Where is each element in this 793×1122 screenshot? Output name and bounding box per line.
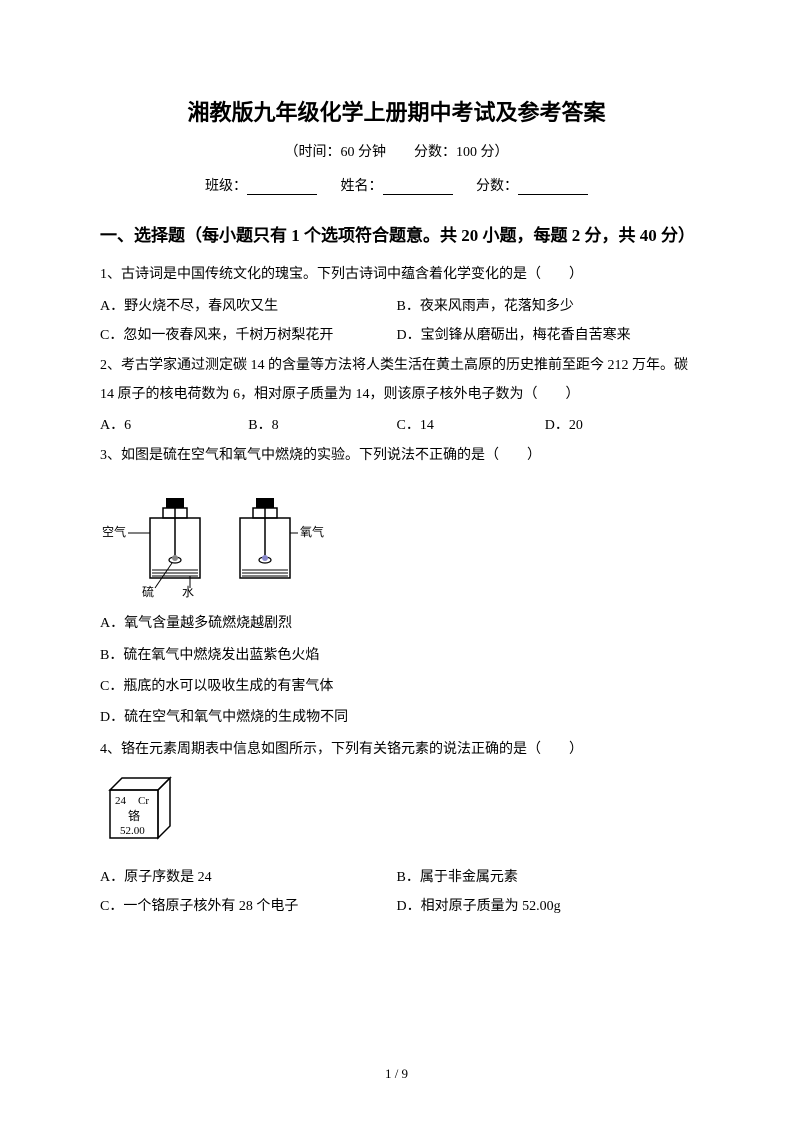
q1-options-row1: A．野火烧不尽，春风吹又生 B．夜来风雨声，花落知多少 xyxy=(100,292,693,321)
element-name: 铬 xyxy=(128,808,140,823)
name-label: 姓名： xyxy=(341,179,383,194)
q4-options-row2: C．一个铬原子核外有 28 个电子 D．相对原子质量为 52.00g xyxy=(100,892,693,921)
name-field[interactable] xyxy=(383,177,453,195)
q1-option-a: A．野火烧不尽，春风吹又生 xyxy=(100,292,397,321)
element-box-diagram: 24 Cr 铬 52.00 xyxy=(100,772,190,852)
element-mass: 52.00 xyxy=(120,825,145,837)
q4-options-row1: A．原子序数是 24 B．属于非金属元素 xyxy=(100,863,693,892)
air-label: 空气 xyxy=(102,524,126,539)
q1-option-d: D．宝剑锋从磨砺出，梅花香自苦寒来 xyxy=(397,321,694,350)
q2-option-b: B．8 xyxy=(248,411,396,440)
score-field[interactable] xyxy=(518,177,588,195)
page-subtitle: （时间：60 分钟 分数：100 分） xyxy=(100,141,693,161)
page-title: 湘教版九年级化学上册期中考试及参考答案 xyxy=(100,95,693,127)
element-symbol: Cr xyxy=(138,795,149,807)
q2-option-a: A．6 xyxy=(100,411,248,440)
q3-option-d: D．硫在空气和氧气中燃烧的生成物不同 xyxy=(100,703,693,732)
svg-text:水: 水 xyxy=(182,585,194,598)
q1-text: 1、古诗词是中国传统文化的瑰宝。下列古诗词中蕴含着化学变化的是（ ） xyxy=(100,260,693,289)
class-field[interactable] xyxy=(247,177,317,195)
page-number: 1 / 9 xyxy=(0,1066,793,1082)
class-label: 班级： xyxy=(205,179,247,194)
section-1-heading: 一、选择题（每小题只有 1 个选项符合题意。共 20 小题，每题 2 分，共 4… xyxy=(100,217,693,254)
q1-options-row2: C．忽如一夜春风来，千树万树梨花开 D．宝剑锋从磨砺出，梅花香自苦寒来 xyxy=(100,321,693,350)
q1-option-b: B．夜来风雨声，花落知多少 xyxy=(397,292,694,321)
q2-options: A．6 B．8 C．14 D．20 xyxy=(100,411,693,440)
q4-option-b: B．属于非金属元素 xyxy=(397,863,694,892)
q2-option-d: D．20 xyxy=(545,411,693,440)
element-number: 24 xyxy=(115,795,127,807)
q4-option-c: C．一个铬原子核外有 28 个电子 xyxy=(100,892,397,921)
q3-option-a: A．氧气含量越多硫燃烧越剧烈 xyxy=(100,609,693,638)
q2-option-c: C．14 xyxy=(397,411,545,440)
q4-option-a: A．原子序数是 24 xyxy=(100,863,397,892)
q4-figure: 24 Cr 铬 52.00 xyxy=(100,772,693,857)
score-label: 分数： xyxy=(476,179,518,194)
q3-figure: 空气 硫 水 氧气 xyxy=(100,478,693,603)
q3-option-c: C．瓶底的水可以吸收生成的有害气体 xyxy=(100,672,693,701)
info-line: 班级： 姓名： 分数： xyxy=(100,175,693,195)
q4-text: 4、铬在元素周期表中信息如图所示，下列有关铬元素的说法正确的是（ ） xyxy=(100,735,693,764)
q3-text: 3、如图是硫在空气和氧气中燃烧的实验。下列说法不正确的是（ ） xyxy=(100,441,693,470)
q3-option-b: B．硫在氧气中燃烧发出蓝紫色火焰 xyxy=(100,641,693,670)
sulfur-burn-diagram: 空气 硫 水 氧气 xyxy=(100,478,340,598)
svg-text:硫: 硫 xyxy=(142,584,154,598)
q2-text: 2、考古学家通过测定碳 14 的含量等方法将人类生活在黄土高原的历史推前至距今 … xyxy=(100,351,693,410)
svg-text:氧气: 氧气 xyxy=(300,524,324,539)
q4-option-d: D．相对原子质量为 52.00g xyxy=(397,892,694,921)
q1-option-c: C．忽如一夜春风来，千树万树梨花开 xyxy=(100,321,397,350)
